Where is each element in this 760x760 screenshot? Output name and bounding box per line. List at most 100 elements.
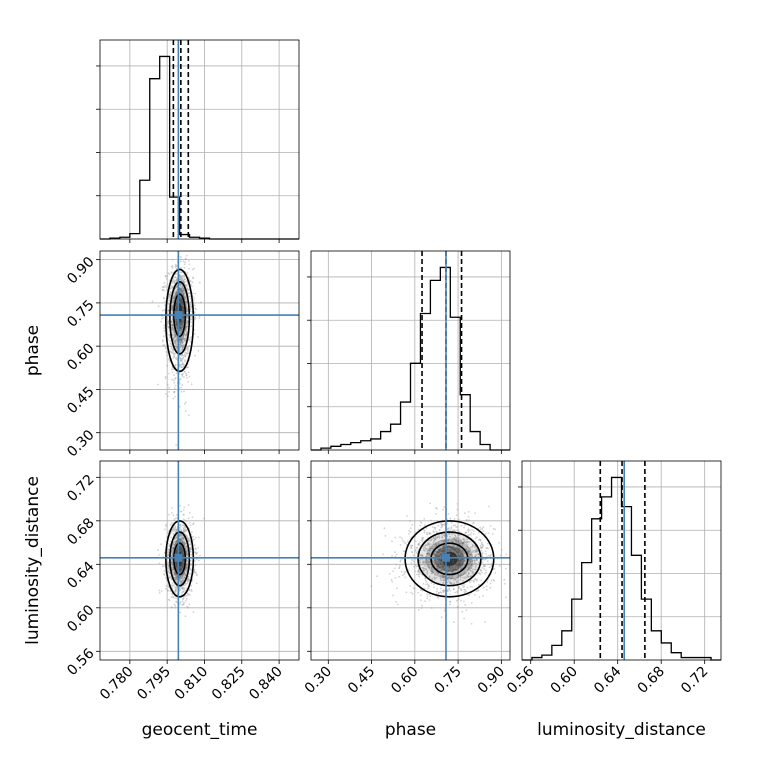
sample-point <box>186 547 188 549</box>
sample-point <box>431 572 433 575</box>
sample-point <box>462 573 465 576</box>
sample-points <box>370 502 507 625</box>
sample-point <box>476 536 478 539</box>
sample-point <box>448 532 450 535</box>
sample-point <box>184 401 187 404</box>
sample-point <box>440 569 443 572</box>
sample-point <box>438 591 440 594</box>
sample-point <box>175 564 178 566</box>
sample-point <box>203 517 205 520</box>
sample-point <box>189 549 192 551</box>
sample-point <box>446 562 449 565</box>
sample-point <box>183 601 186 604</box>
sample-point <box>383 527 386 530</box>
sample-point <box>458 541 460 543</box>
sample-point <box>181 564 184 567</box>
sample-point <box>446 590 449 592</box>
sample-point <box>466 538 468 541</box>
x-axis-label-phase: phase <box>385 720 436 740</box>
sample-point <box>454 566 457 568</box>
sample-point <box>179 571 182 574</box>
sample-point <box>486 542 489 545</box>
sample-point <box>162 297 165 299</box>
sample-point <box>188 375 191 378</box>
sample-point <box>171 547 174 550</box>
sample-point <box>176 578 178 580</box>
sample-point <box>179 602 182 605</box>
sample-point <box>469 546 472 549</box>
sample-point <box>171 258 174 261</box>
sample-point <box>182 306 185 308</box>
sample-point <box>448 529 450 532</box>
sample-point <box>384 535 387 537</box>
sample-point <box>455 547 457 550</box>
sample-point <box>454 539 457 542</box>
sample-point <box>481 571 483 574</box>
sample-point <box>399 564 401 567</box>
sample-point <box>175 286 178 288</box>
sample-point <box>408 532 410 535</box>
sample-point <box>187 350 189 352</box>
sample-point <box>417 569 420 572</box>
x-tick-label-luminosity_distance: 0.56 <box>504 663 537 696</box>
sample-point <box>429 549 431 552</box>
sample-point <box>451 558 454 561</box>
sample-point <box>180 319 182 321</box>
sample-point <box>428 575 431 577</box>
sample-point <box>443 564 446 567</box>
sample-point <box>443 506 446 508</box>
sample-point <box>180 569 182 571</box>
sample-point <box>428 542 430 545</box>
sample-point <box>172 596 175 599</box>
sample-point <box>186 333 188 336</box>
sample-point <box>481 527 484 530</box>
sample-point <box>438 554 440 557</box>
sample-point <box>442 551 445 553</box>
sample-point <box>178 562 181 565</box>
sample-point <box>448 581 451 584</box>
sample-point <box>448 566 451 569</box>
sample-point <box>166 288 169 291</box>
sample-point <box>465 519 468 522</box>
sample-point <box>168 513 171 516</box>
sample-point <box>442 589 444 592</box>
sample-point <box>456 508 459 511</box>
sample-point <box>450 526 453 528</box>
sample-point <box>175 539 178 542</box>
sample-point <box>413 587 416 590</box>
sample-point <box>198 536 200 539</box>
sample-point <box>462 550 464 552</box>
sample-point <box>186 315 189 318</box>
sample-point <box>453 558 455 560</box>
sample-point <box>437 592 440 595</box>
sample-point <box>441 567 444 569</box>
sample-point <box>172 297 175 299</box>
sample-point <box>185 565 188 568</box>
sample-point <box>472 572 475 574</box>
sample-point <box>171 333 174 336</box>
sample-point <box>179 278 182 281</box>
sample-point <box>175 343 178 346</box>
sample-point <box>474 512 476 514</box>
sample-point <box>443 590 445 593</box>
sample-point <box>481 555 484 558</box>
sample-point <box>175 339 177 341</box>
sample-point <box>458 585 460 588</box>
sample-point <box>453 537 455 540</box>
sample-point <box>416 570 419 573</box>
sample-point <box>191 268 194 271</box>
sample-point <box>192 538 194 541</box>
sample-point <box>180 291 183 293</box>
sample-point <box>183 363 186 366</box>
sample-point <box>182 357 184 360</box>
sample-point <box>428 561 430 564</box>
sample-point <box>463 540 466 543</box>
sample-point <box>421 555 424 558</box>
sample-point <box>179 322 182 325</box>
sample-point <box>181 354 184 356</box>
sample-point <box>474 555 476 558</box>
sample-point <box>179 524 181 527</box>
sample-point <box>417 544 419 546</box>
sample-point <box>182 356 185 359</box>
sample-point <box>181 565 184 568</box>
